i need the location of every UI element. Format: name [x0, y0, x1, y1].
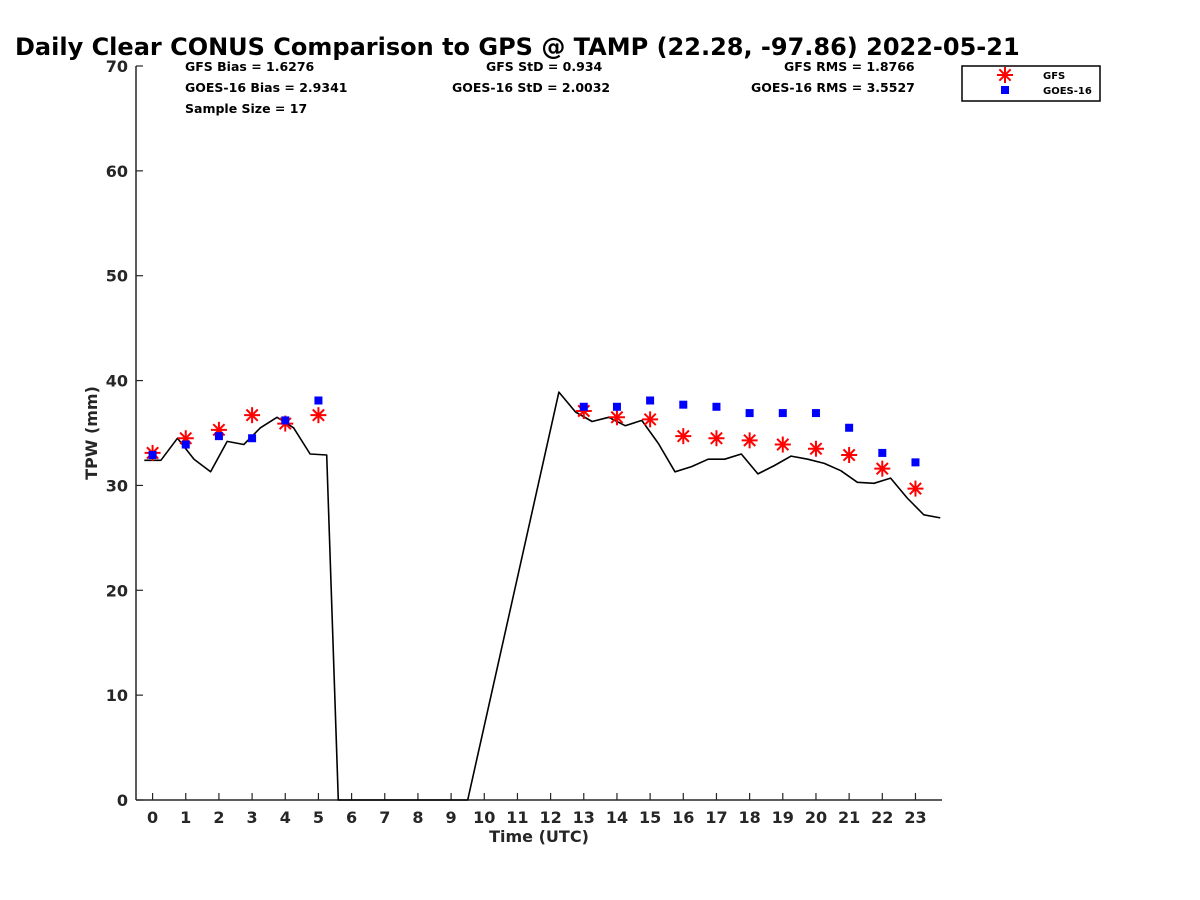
goes-point	[679, 400, 688, 409]
y-tick-label: 60	[106, 162, 128, 181]
gfs-point	[741, 432, 758, 449]
goes-point	[878, 448, 887, 457]
gfs-point	[708, 430, 725, 447]
x-tick-label: 16	[672, 808, 694, 827]
axes: 0 1 2 3 4 5 6 7 8 9 10 11 12 13 14 15 16 17 18 19 20 21 22 2301…	[106, 57, 942, 827]
x-tick-label: 2	[213, 808, 224, 827]
chart-title: Daily Clear CONUS Comparison to GPS @ TA…	[15, 33, 1020, 61]
x-tick-label: 1	[180, 808, 191, 827]
x-tick-label: 5	[313, 808, 324, 827]
goes-point	[646, 396, 655, 405]
y-tick-label: 40	[106, 372, 128, 391]
goes-point	[911, 458, 920, 467]
x-tick-label: 20	[805, 808, 827, 827]
goes-std: GOES-16 StD = 2.0032	[452, 80, 610, 95]
x-tick-label: 17	[705, 808, 727, 827]
legend-box	[961, 65, 1101, 102]
x-tick-label: 23	[904, 808, 926, 827]
y-axis-label: TPW (mm)	[82, 386, 101, 480]
y-tick-label: 20	[106, 581, 128, 600]
x-tick-label: 9	[446, 808, 457, 827]
gfs-point	[642, 411, 659, 428]
x-tick-label: 21	[838, 808, 860, 827]
gfs-point	[874, 460, 891, 477]
legend-goes-marker	[1001, 86, 1009, 94]
y-tick-label: 70	[106, 57, 128, 76]
x-tick-label: 4	[280, 808, 291, 827]
legend-gfs-marker	[997, 67, 1013, 83]
gfs-point	[774, 436, 791, 453]
y-tick-label: 10	[106, 686, 128, 705]
x-tick-label: 15	[639, 808, 661, 827]
legend-gfs-label: GFS	[1043, 71, 1065, 82]
goes-point	[778, 409, 787, 418]
x-tick-label: 7	[379, 808, 390, 827]
goes-point	[214, 432, 223, 441]
goes-point	[281, 416, 290, 425]
y-tick-label: 0	[117, 791, 128, 810]
gfs-series	[144, 402, 924, 497]
gfs-point	[608, 409, 625, 426]
x-tick-label: 6	[346, 808, 357, 827]
goes-point	[148, 451, 157, 460]
x-tick-label: 14	[606, 808, 628, 827]
gfs-point	[310, 407, 327, 424]
x-tick-label: 19	[772, 808, 794, 827]
goes-point	[248, 434, 257, 443]
x-tick-label: 10	[473, 808, 495, 827]
legend-gfs-asterisk	[997, 67, 1013, 83]
gfs-point	[807, 440, 824, 457]
gfs-point	[907, 480, 924, 497]
y-tick-label: 30	[106, 476, 128, 495]
goes-point	[181, 440, 190, 449]
gps-line	[144, 391, 941, 801]
goes-point	[579, 402, 588, 411]
gfs-point	[244, 407, 261, 424]
goes-point	[811, 409, 820, 418]
x-tick-label: 0	[147, 808, 158, 827]
sample-size: Sample Size = 17	[185, 101, 307, 116]
x-tick-label: 11	[506, 808, 528, 827]
gps-series	[144, 391, 941, 801]
gfs-rms: GFS RMS = 1.8766	[784, 59, 915, 74]
goes-series	[148, 396, 920, 467]
x-tick-label: 8	[412, 808, 423, 827]
gfs-point	[675, 428, 692, 445]
gfs-bias: GFS Bias = 1.6276	[185, 59, 315, 74]
goes-point	[612, 402, 621, 411]
x-tick-label: 3	[247, 808, 258, 827]
goes-rms: GOES-16 RMS = 3.5527	[751, 80, 915, 95]
x-axis-label: Time (UTC)	[489, 827, 589, 846]
x-tick-label: 22	[871, 808, 893, 827]
x-tick-label: 13	[573, 808, 595, 827]
legend: GFS GOES-16	[961, 65, 1101, 102]
goes-point	[712, 402, 721, 411]
goes-point	[314, 396, 323, 405]
y-tick-label: 50	[106, 267, 128, 286]
gfs-std: GFS StD = 0.934	[486, 59, 603, 74]
legend-goes-label: GOES-16	[1043, 86, 1092, 97]
x-tick-label: 18	[738, 808, 760, 827]
goes-point	[745, 409, 754, 418]
gfs-point	[841, 447, 858, 464]
goes-point	[845, 423, 854, 432]
goes-bias: GOES-16 Bias = 2.9341	[185, 80, 347, 95]
x-tick-label: 12	[539, 808, 561, 827]
